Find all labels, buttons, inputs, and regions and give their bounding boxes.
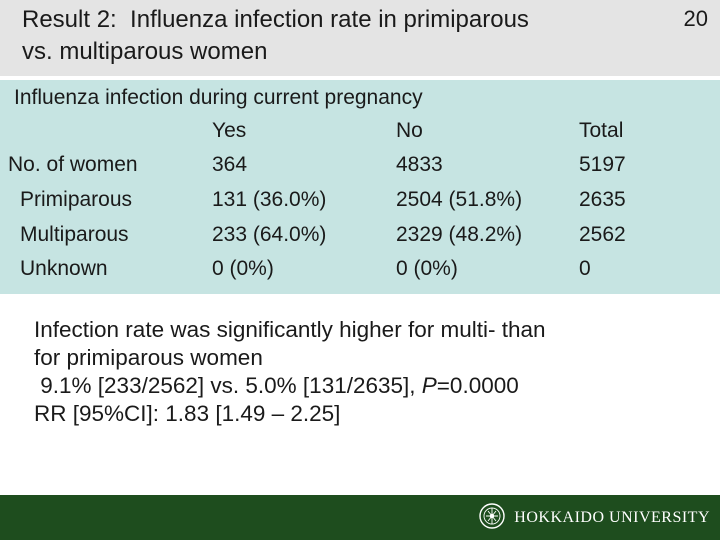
cell-no: 4833: [396, 153, 443, 176]
cell-total: 5197: [579, 153, 626, 176]
page-number: 20: [683, 6, 708, 31]
cell-yes: 131 (36.0%): [212, 188, 327, 211]
footer-bar: HOKKAIDO UNIVERSITY: [0, 495, 720, 540]
table-caption: Influenza infection during current pregn…: [14, 86, 423, 109]
summary-line-2: for primiparous women: [34, 345, 263, 370]
summary-line-1: Infection rate was significantly higher …: [34, 317, 546, 342]
cell-total: 0: [579, 257, 591, 280]
cell-yes: 233 (64.0%): [212, 223, 327, 246]
row-label-primiparous: Primiparous: [20, 188, 133, 211]
slide-title-line-1: Result 2: Influenza infection rate in pr…: [22, 6, 529, 33]
row-label-unknown: Unknown: [20, 257, 108, 280]
column-header-no: No: [396, 119, 423, 142]
slide-title: Result 2: Influenza infection rate in pr…: [22, 4, 642, 68]
column-header-yes: Yes: [212, 119, 247, 142]
summary-rates: 9.1% [233/2562] vs. 5.0% [131/2635],: [34, 373, 422, 398]
cell-no: 2504 (51.8%): [396, 188, 523, 211]
summary-line-4: RR [95%CI]: 1.83 [1.49 – 2.25]: [34, 401, 341, 426]
university-name: HOKKAIDO UNIVERSITY: [514, 509, 710, 526]
p-value-symbol: P: [421, 373, 437, 398]
row-label-multiparous: Multiparous: [20, 223, 129, 246]
summary-text: Infection rate was significantly higher …: [34, 316, 694, 428]
results-table: Influenza infection during current pregn…: [0, 80, 720, 294]
p-value: =0.0000: [436, 373, 519, 398]
summary-line-3: 9.1% [233/2562] vs. 5.0% [131/2635], P=0…: [34, 372, 694, 400]
cell-no: 0 (0%): [396, 257, 458, 280]
column-header-total: Total: [579, 119, 624, 142]
row-label-no-of-women: No. of women: [8, 153, 138, 176]
cell-yes: 0 (0%): [212, 257, 274, 280]
university-logo: HOKKAIDO UNIVERSITY: [478, 502, 710, 535]
cell-no: 2329 (48.2%): [396, 223, 523, 246]
university-crest-icon: [478, 502, 506, 535]
slide-title-line-2: vs. multiparous women: [22, 38, 268, 65]
title-bar: Result 2: Influenza infection rate in pr…: [0, 0, 720, 76]
cell-yes: 364: [212, 153, 248, 176]
cell-total: 2635: [579, 188, 626, 211]
cell-total: 2562: [579, 223, 626, 246]
